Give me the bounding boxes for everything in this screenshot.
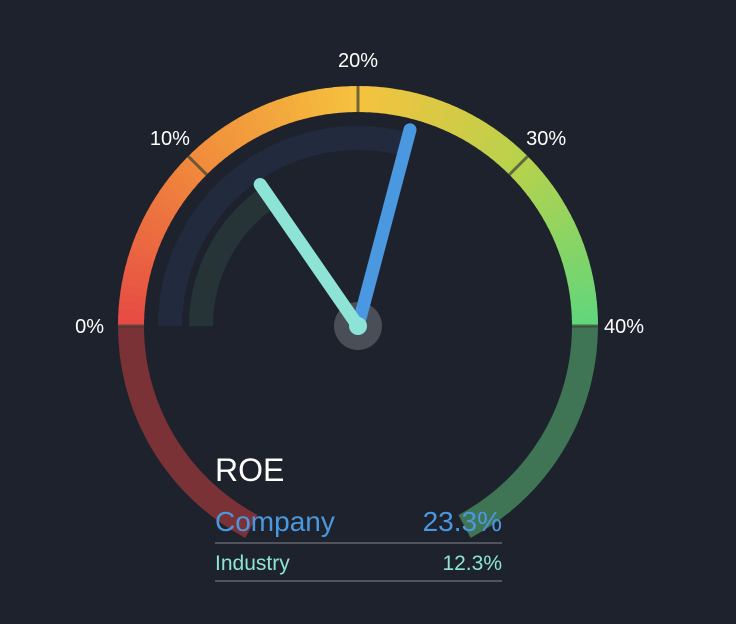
tick-label-20: 20%: [338, 50, 378, 72]
company-value: 23.3%: [422, 506, 502, 537]
lower-right-arc: [458, 325, 598, 538]
tick-label-30: 30%: [526, 128, 566, 150]
gauge-tick-10: [187, 155, 208, 176]
industry-label: Industry: [215, 552, 290, 575]
gauge-tick-30: [508, 155, 529, 176]
needle-pivot: [349, 317, 367, 335]
industry-needle: [253, 178, 365, 333]
company-track: [158, 126, 410, 327]
industry-track: [189, 186, 276, 327]
tick-label-40: 40%: [604, 316, 644, 338]
legend-title: ROE: [215, 452, 285, 488]
legend: ROE Company 23.3% Industry 12.3%: [215, 450, 502, 582]
lower-left-arc: [118, 325, 258, 538]
legend-row-company: Company 23.3%: [215, 494, 502, 544]
company-needle: [351, 123, 417, 333]
legend-row-industry: Industry 12.3%: [215, 544, 502, 582]
company-label: Company: [215, 506, 335, 537]
tick-label-10: 10%: [150, 128, 190, 150]
industry-value: 12.3%: [442, 552, 502, 575]
tick-label-0: 0%: [75, 316, 104, 338]
